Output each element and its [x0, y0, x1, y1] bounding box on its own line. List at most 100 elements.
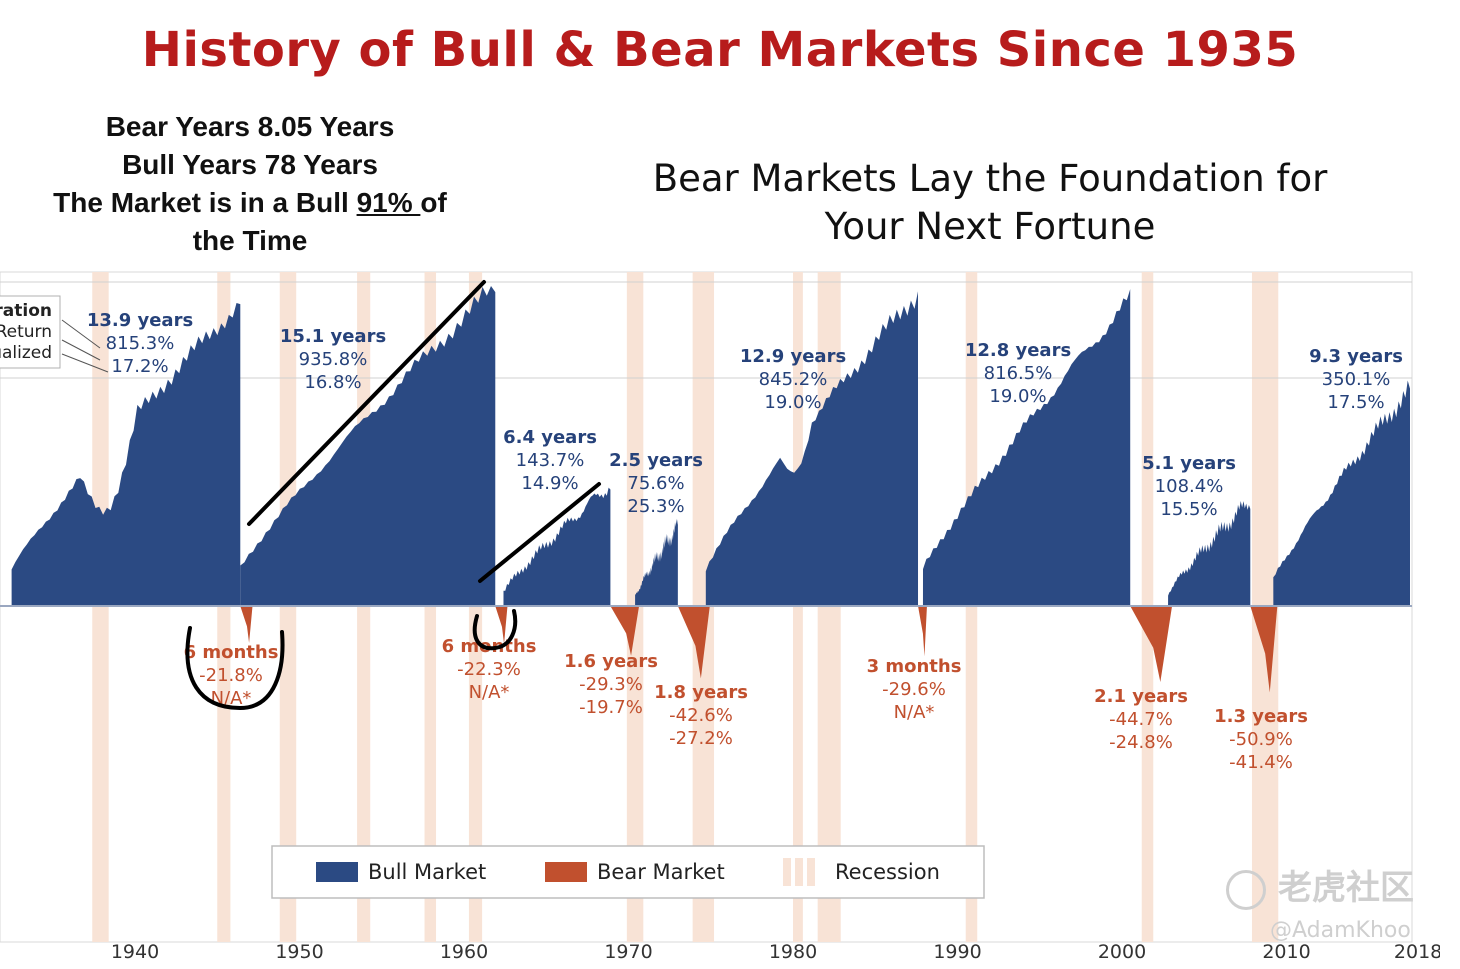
- bull-return-label-2: 143.7%: [516, 450, 585, 471]
- bear-area-3: [677, 606, 710, 679]
- bear-duration-label-3: 1.8 years: [654, 682, 748, 703]
- legend-swatch-1: [545, 862, 587, 882]
- bull-duration-label-2: 6.4 years: [503, 427, 597, 448]
- bull-duration-label-6: 5.1 years: [1142, 453, 1236, 474]
- legend-label-2: Recession: [835, 860, 940, 884]
- bear-duration-label-5: 2.1 years: [1094, 686, 1188, 707]
- bull-return-label-7: 350.1%: [1322, 369, 1391, 390]
- tiger-logo-icon: [1226, 869, 1266, 910]
- legend-swatch-recession-c: [807, 858, 815, 886]
- bull-duration-label-3: 2.5 years: [609, 450, 703, 471]
- stats-bull-share-pct: 91%: [356, 187, 421, 218]
- legend: Bull Market Bear Market Recession: [271, 845, 985, 899]
- bull-duration-label-4: 12.9 years: [740, 346, 846, 367]
- x-tick-label-3: 1970: [604, 941, 652, 963]
- stats-bull-share-prefix: The Market is in a Bull: [53, 187, 357, 218]
- bear-annualized-label-6: -41.4%: [1229, 752, 1293, 773]
- bear-area-1: [495, 606, 508, 644]
- key-leader-0: [61, 319, 101, 349]
- bull-area-0: [11, 303, 241, 606]
- key-leader-1: [61, 339, 101, 361]
- watermark-credit: @AdamKhoo: [1270, 918, 1411, 943]
- bear-area-5: [1130, 606, 1173, 682]
- annotation-circle-1: [185, 626, 285, 711]
- key-box: [0, 295, 61, 369]
- annotation-circle-2: [472, 609, 518, 651]
- bear-area-6: [1250, 606, 1278, 693]
- bull-area-2: [503, 487, 611, 606]
- bear-annualized-label-5: -24.8%: [1109, 732, 1173, 753]
- legend-box: [271, 845, 985, 899]
- subtitle-line-2: Your Next Fortune: [824, 205, 1156, 248]
- legend-label-0: Bull Market: [368, 860, 486, 884]
- bear-annualized-label-1: N/A*: [469, 682, 510, 703]
- x-tick-label-6: 2000: [1098, 941, 1146, 963]
- x-tick-label-0: 1940: [111, 941, 159, 963]
- bear-duration-label-6: 1.3 years: [1214, 706, 1308, 727]
- bear-decline-label-6: -50.9%: [1229, 729, 1293, 750]
- x-tick-label-8: 2018: [1394, 941, 1440, 963]
- stats-box: Bear Years 8.05 Years Bull Years 78 Year…: [20, 108, 480, 260]
- bull-area-6: [1168, 501, 1251, 606]
- x-tick-label-1: 1950: [275, 941, 323, 963]
- annotation-trend-line-1: [247, 280, 486, 526]
- annotation-trend-line-2: [478, 482, 601, 583]
- bull-annualized-label-7: 17.5%: [1327, 392, 1384, 413]
- bear-decline-label-5: -44.7%: [1109, 709, 1173, 730]
- x-tick-label-4: 1980: [769, 941, 817, 963]
- legend-swatch-recession-a: [783, 858, 791, 886]
- bear-decline-label-0: -21.8%: [199, 665, 263, 686]
- legend-swatch-0: [316, 862, 358, 882]
- bear-area-4: [918, 606, 927, 657]
- watermark: 老虎社区: [1226, 860, 1414, 910]
- key-line-2: ualized: [0, 343, 52, 363]
- bull-return-label-6: 108.4%: [1155, 476, 1224, 497]
- bear-decline-label-2: -29.3%: [579, 674, 643, 695]
- bear-decline-label-3: -42.6%: [669, 705, 733, 726]
- bear-duration-label-2: 1.6 years: [564, 651, 658, 672]
- key-line-1: Return: [0, 322, 52, 342]
- bear-decline-label-1: -22.3%: [457, 659, 521, 680]
- legend-label-1: Bear Market: [597, 860, 725, 884]
- bull-return-label-3: 75.6%: [627, 473, 684, 494]
- x-tick-label-7: 2010: [1262, 941, 1310, 963]
- bull-duration-label-5: 12.8 years: [965, 340, 1071, 361]
- bull-area-5: [922, 289, 1131, 606]
- subtitle-line-1: Bear Markets Lay the Foundation for: [652, 157, 1328, 200]
- x-tick-label-2: 1960: [440, 941, 488, 963]
- bull-return-label-5: 816.5%: [984, 363, 1053, 384]
- key-leader-2: [61, 353, 109, 373]
- stats-bull-years: Bull Years 78 Years: [122, 149, 378, 180]
- bull-return-label-0: 815.3%: [106, 333, 175, 354]
- bull-duration-label-1: 15.1 years: [280, 326, 386, 347]
- bull-annualized-label-0: 17.2%: [111, 356, 168, 377]
- bull-return-label-4: 845.2%: [759, 369, 828, 390]
- key-line-0: uration: [0, 301, 52, 321]
- bear-annualized-label-3: -27.2%: [669, 728, 733, 749]
- bull-annualized-label-2: 14.9%: [521, 473, 578, 494]
- bull-return-label-1: 935.8%: [299, 349, 368, 370]
- bull-area-4: [705, 291, 919, 606]
- bear-duration-label-0: 6 months: [184, 642, 279, 663]
- bull-area-3: [635, 518, 678, 606]
- bear-decline-label-4: -29.6%: [882, 679, 946, 700]
- bull-duration-label-0: 13.9 years: [87, 310, 193, 331]
- bull-area-7: [1273, 380, 1410, 606]
- bull-annualized-label-5: 19.0%: [989, 386, 1046, 407]
- bull-annualized-label-4: 19.0%: [764, 392, 821, 413]
- bull-annualized-label-3: 25.3%: [627, 496, 684, 517]
- watermark-text: 老虎社区: [1278, 868, 1414, 908]
- chart-subtitle: Bear Markets Lay the Foundation for Your…: [640, 155, 1340, 251]
- bull-duration-label-7: 9.3 years: [1309, 346, 1403, 367]
- bear-annualized-label-4: N/A*: [894, 702, 935, 723]
- x-tick-label-5: 1990: [933, 941, 981, 963]
- stats-the-time: the Time: [192, 225, 308, 256]
- bull-annualized-label-1: 16.8%: [304, 372, 361, 393]
- bear-annualized-label-2: -19.7%: [579, 697, 643, 718]
- page-title: History of Bull & Bear Markets Since 193…: [141, 22, 1299, 78]
- stats-bear-years: Bear Years 8.05 Years: [105, 111, 395, 142]
- legend-swatch-recession-b: [795, 858, 803, 886]
- bear-duration-label-4: 3 months: [867, 656, 962, 677]
